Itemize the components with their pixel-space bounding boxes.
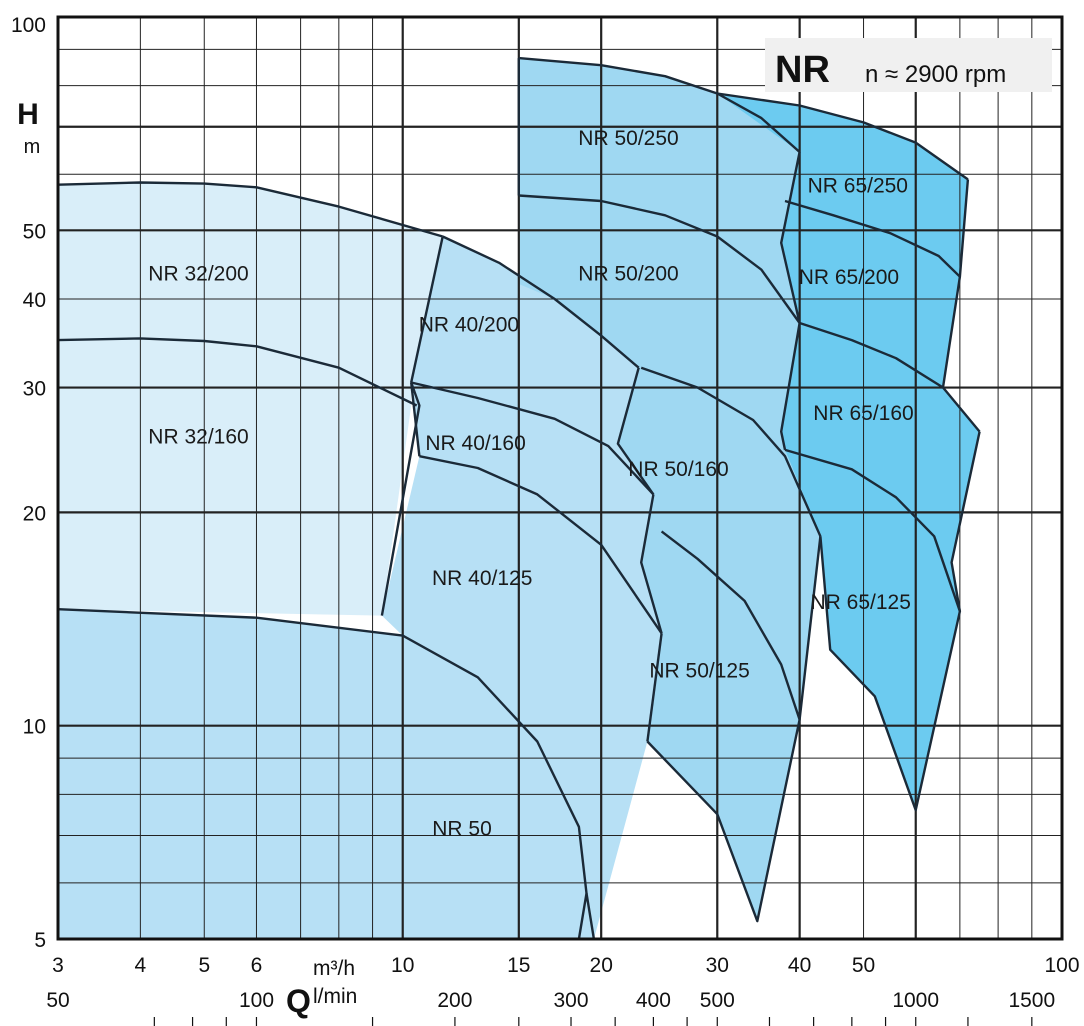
boundary-65-bottom — [819, 431, 981, 812]
boundary-40-50-lower — [646, 633, 663, 742]
ticks-layer: 3 4 5 6 10 15 20 30 40 50 100 50 100 200 300 400 500 1000… — [11, 14, 1080, 1026]
region-label-nr-32-160: NR 32/160 — [148, 426, 248, 449]
boundary-50-bottom — [646, 536, 822, 923]
curve-nr-32-200 — [57, 181, 444, 238]
y-tick-label-20: 20 — [23, 502, 46, 525]
region-label-nr-50-125: NR 50/125 — [649, 659, 749, 682]
x-secondary-tick-label-1000: 1000 — [892, 989, 939, 1012]
x-tick-label-30: 30 — [706, 954, 729, 977]
title-box-bg — [765, 38, 1052, 92]
x-secondary-tick-label-50: 50 — [46, 989, 69, 1012]
x-tick-label-40: 40 — [788, 954, 811, 977]
y-tick-label-10: 10 — [23, 716, 46, 739]
region-fill-nr-65 — [717, 93, 980, 811]
x-secondary-tick-label-300: 300 — [553, 989, 588, 1012]
curve-nr-65-160 — [799, 321, 981, 433]
x-tick-label-100: 100 — [1044, 954, 1079, 977]
boundary-40-200-left — [410, 236, 444, 383]
curve-nr-40-200 — [442, 235, 640, 369]
x-tick-label-15: 15 — [507, 954, 530, 977]
region-fill-nr-40 — [381, 236, 662, 939]
region-label-nr-40-200: NR 40/200 — [419, 313, 519, 336]
region-label-nr-65-160: NR 65/160 — [813, 402, 913, 425]
x-secondary-tick-label-400: 400 — [636, 989, 671, 1012]
curve-nr-40-160 — [410, 381, 655, 496]
labels-layer: NR 32/200 NR 32/160 NR 50 NR 40/200 NR 40/16… — [148, 127, 913, 841]
curve-nr-50-125 — [660, 530, 801, 720]
y-tick-label-30: 30 — [23, 378, 46, 401]
x-secondary-tick-label-100: 100 — [239, 989, 274, 1012]
plot-frame — [56, 15, 1064, 941]
x-tick-label-10: 10 — [391, 954, 414, 977]
region-fill-nr-50-series — [518, 58, 821, 922]
x-tick-label-4: 4 — [135, 954, 147, 977]
region-label-nr-65-250: NR 65/250 — [808, 175, 908, 198]
boundary-40-160-left — [410, 382, 421, 457]
region-label-nr-50-250: NR 50/250 — [578, 127, 678, 150]
curve-nr-32-160 — [57, 337, 418, 407]
chart-subtitle: n ≈ 2900 rpm — [865, 61, 1006, 88]
curve-nr-50-200 — [518, 194, 801, 324]
region-label-nr-65-200: NR 65/200 — [799, 266, 899, 289]
x-tick-label-3: 3 — [52, 954, 64, 977]
region-label-nr-50-160: NR 50/160 — [628, 458, 728, 481]
boundary-50-65 — [780, 151, 801, 451]
region-label-nr-65-125: NR 65/125 — [810, 591, 910, 614]
title-box: NR n ≈ 2900 rpm — [765, 38, 1052, 92]
region-label-nr-40-125: NR 40/125 — [432, 567, 532, 590]
x-axis-label: Q — [286, 983, 311, 1019]
boundary-nr50-end — [585, 893, 596, 940]
region-label-nr-40-160: NR 40/160 — [425, 432, 525, 455]
curve-nr-65-125 — [784, 448, 962, 612]
x-tick-label-6: 6 — [251, 954, 263, 977]
x-secondary-tick-label-1500: 1500 — [1008, 989, 1055, 1012]
curve-nr-50-250 — [518, 56, 801, 153]
x-tick-label-50: 50 — [852, 954, 875, 977]
boundary-40-50-mid — [640, 494, 663, 634]
curve-nr-50 — [57, 608, 588, 940]
y-tick-label-100: 100 — [11, 14, 46, 37]
x-axis-unit-secondary: l/min — [313, 985, 357, 1008]
chart-title: NR — [775, 49, 830, 91]
y-tick-label-40: 40 — [23, 289, 46, 312]
x-secondary-tick-label-200: 200 — [437, 989, 472, 1012]
x-axis-unit-primary: m³/h — [313, 957, 355, 980]
x-tick-label-20: 20 — [590, 954, 613, 977]
region-fill-nr-50 — [58, 609, 587, 939]
curves-layer — [57, 56, 981, 940]
curve-nr-65-200 — [784, 199, 961, 278]
y-axis-label: H — [17, 98, 39, 131]
y-tick-label-50: 50 — [23, 220, 46, 243]
region-label-nr-50: NR 50 — [432, 817, 492, 840]
x-tick-label-5: 5 — [198, 954, 210, 977]
boundary-65-right-upper — [941, 179, 970, 388]
boundary-32-40 — [380, 382, 421, 616]
boundary-40-50-upper — [616, 367, 655, 496]
curve-nr-40-125 — [419, 455, 663, 634]
y-axis-unit: m — [24, 136, 41, 158]
region-label-nr-32-200: NR 32/200 — [148, 262, 248, 285]
region-label-nr-50-200: NR 50/200 — [578, 262, 678, 285]
x-secondary-tick-label-500: 500 — [700, 989, 735, 1012]
curve-nr-50-160 — [640, 366, 822, 537]
y-tick-label-5: 5 — [34, 929, 46, 952]
curve-nr-65-250 — [717, 92, 969, 181]
